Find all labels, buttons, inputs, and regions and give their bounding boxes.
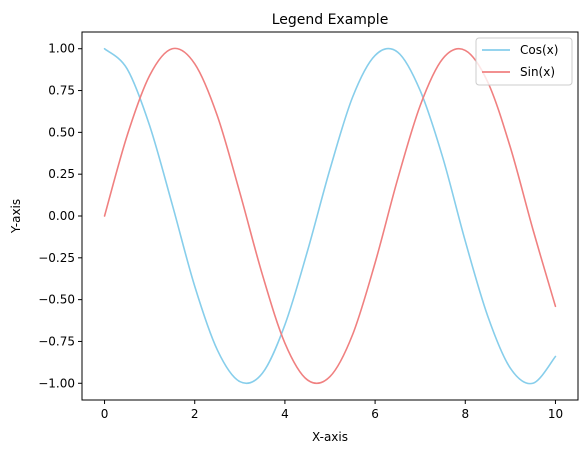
chart-title: Legend Example bbox=[272, 12, 389, 28]
x-tick-label: 4 bbox=[281, 407, 289, 421]
series-line-cos bbox=[103, 47, 557, 385]
plot-area-frame bbox=[81, 31, 579, 401]
y-tick-label: −0.50 bbox=[38, 293, 75, 307]
y-axis-label: Y-axis bbox=[9, 199, 23, 234]
x-tick-label: 10 bbox=[548, 407, 563, 421]
legend-label-sin: Sin(x) bbox=[520, 65, 555, 79]
legend-label-cos: Cos(x) bbox=[520, 43, 558, 57]
y-axis-ticks: −1.00 −0.75 −0.50 −0.25 0.00 0.25 0.50 0.75 1.00 bbox=[38, 42, 82, 390]
y-tick-label: 1.00 bbox=[48, 42, 75, 56]
x-tick-label: 8 bbox=[461, 407, 469, 421]
series-line-sin bbox=[103, 47, 557, 385]
x-axis-ticks: 0 2 4 6 8 10 bbox=[101, 400, 563, 421]
x-axis-label: X-axis bbox=[312, 430, 348, 444]
y-tick-label: 0.25 bbox=[48, 167, 75, 181]
y-tick-label: 0.00 bbox=[48, 209, 75, 223]
x-tick-label: 0 bbox=[101, 407, 109, 421]
series-lines bbox=[103, 47, 557, 385]
y-tick-label: −1.00 bbox=[38, 376, 75, 390]
y-tick-label: 0.75 bbox=[48, 84, 75, 98]
x-tick-label: 2 bbox=[191, 407, 199, 421]
y-tick-label: 0.50 bbox=[48, 125, 75, 139]
legend: Cos(x) Sin(x) bbox=[475, 37, 573, 86]
x-tick-label: 6 bbox=[371, 407, 379, 421]
y-tick-label: −0.25 bbox=[38, 251, 75, 265]
y-tick-label: −0.75 bbox=[38, 334, 75, 348]
